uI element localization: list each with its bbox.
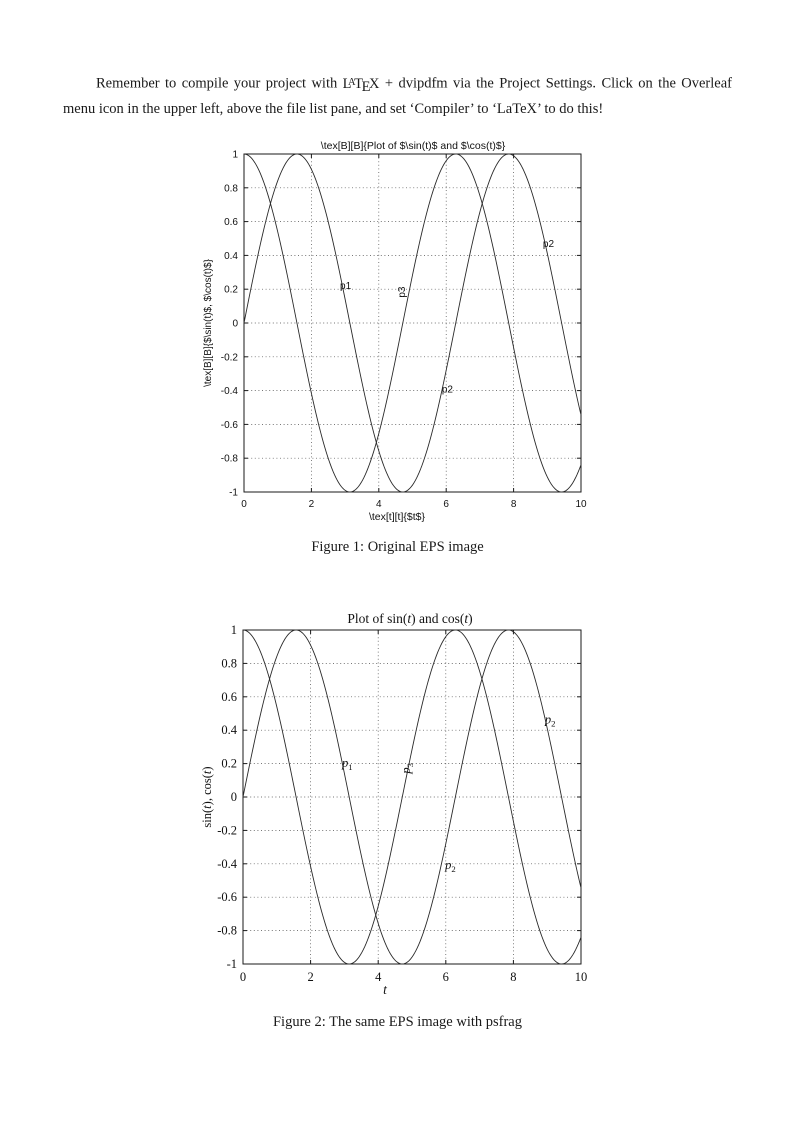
y-tick-label: -0.8 <box>221 454 239 465</box>
annotation-p2: p2 <box>442 384 454 395</box>
x-tick-label: 8 <box>510 970 516 984</box>
y-tick-label: 0.8 <box>221 656 237 670</box>
x-axis-label: \tex[t][t]{$t$} <box>369 511 426 523</box>
y-tick-label: 0.4 <box>221 723 237 737</box>
y-tick-label: -0.4 <box>217 857 238 871</box>
y-tick-label: 0.2 <box>221 757 237 771</box>
y-tick-label: 0 <box>232 319 238 330</box>
annotation-p3: p3 <box>399 762 415 774</box>
y-tick-label: 1 <box>231 623 237 637</box>
plot-title: \tex[B][B]{Plot of $\sin(t)$ and $\cos(t… <box>321 140 506 152</box>
y-tick-label: -1 <box>229 488 238 499</box>
y-tick-label: -0.8 <box>217 924 237 938</box>
plot-title: Plot of sin(t) and cos(t) <box>347 611 472 626</box>
intro-text-after: + dvipdfm via the Project Settings. Clic… <box>63 75 732 117</box>
x-tick-label: 6 <box>443 970 449 984</box>
figure-2-caption: Figure 2: The same EPS image with psfrag <box>272 1014 522 1030</box>
latex-logo-lowered-e: E <box>361 78 371 95</box>
x-tick-label: 4 <box>376 499 382 510</box>
x-tick-label: 4 <box>375 970 382 984</box>
x-tick-label: 10 <box>575 970 588 984</box>
y-tick-label: -0.2 <box>217 823 237 837</box>
x-tick-label: 0 <box>240 970 246 984</box>
x-tick-label: 2 <box>307 970 313 984</box>
y-axis-label: \tex[B][B]{$\sin(t)$, $\cos(t)$} <box>203 258 214 386</box>
annotation-p1: p1 <box>340 281 352 292</box>
intro-text-before: Remember to compile your project with <box>96 75 343 92</box>
y-tick-label: 0.2 <box>224 285 238 296</box>
sin-curve <box>242 629 582 965</box>
annotation-p2: p2 <box>444 858 456 874</box>
figure-2-plot: 0 2 4 6 8 10 1 0.8 0.6 0.4 0.2 0 -0.2 -0.4 -0.6 -0.8 -1 p… <box>200 611 588 997</box>
figure-1-caption: Figure 1: Original EPS image <box>311 539 484 555</box>
latex-logo-raised-a: A <box>347 77 356 88</box>
sin-curve <box>243 153 582 493</box>
latex-logo: LATEX <box>342 75 380 95</box>
x-tick-label: 6 <box>443 499 449 510</box>
cos-curve <box>243 153 582 493</box>
figure-1-plot: 0 2 4 6 8 10 1 0.8 0.6 0.4 0.2 0 -0.2 -0.4 -0.6 -0.8 -1 p… <box>203 140 587 523</box>
annotation-p1: p1 <box>341 756 353 772</box>
y-tick-label: -0.4 <box>221 386 239 397</box>
x-tick-label: 2 <box>309 499 315 510</box>
intro-paragraph: Remember to compile your project with LA… <box>63 72 732 120</box>
cos-curve <box>242 629 582 965</box>
y-tick-label: 0 <box>231 790 237 804</box>
x-tick-label: 0 <box>241 499 247 510</box>
x-axis-label: t <box>383 982 388 997</box>
y-tick-label: 0.6 <box>221 690 237 704</box>
y-tick-label: 0.8 <box>224 183 238 194</box>
x-tick-label: 8 <box>511 499 517 510</box>
y-tick-label: -0.6 <box>217 890 237 904</box>
y-axis-label: sin(t), cos(t) <box>200 766 214 827</box>
y-tick-label: -1 <box>227 957 237 971</box>
y-tick-label: 0.4 <box>224 251 238 262</box>
y-tick-label: -0.6 <box>221 420 239 431</box>
y-tick-label: 1 <box>232 150 238 161</box>
y-tick-label: 0.6 <box>224 217 238 228</box>
annotation-p2: p2 <box>543 239 555 250</box>
annotation-p2: p2 <box>544 713 556 729</box>
x-tick-label: 10 <box>575 499 587 510</box>
annotation-p3: p3 <box>397 286 408 298</box>
y-tick-label: -0.2 <box>221 352 239 363</box>
